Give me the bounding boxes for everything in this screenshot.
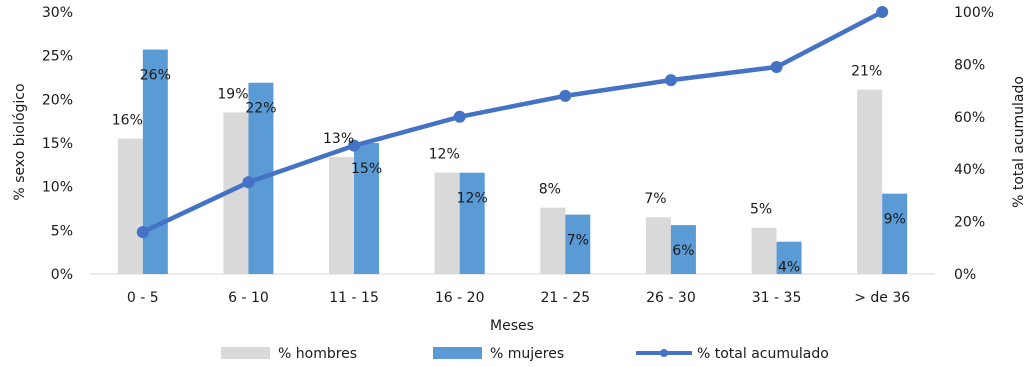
- legend: % hombres % mujeres % total acumulado: [221, 346, 829, 362]
- left-tick-label: 20%: [42, 92, 73, 108]
- x-tick-label: 31 - 35: [752, 290, 802, 306]
- data-label-mujeres: 6%: [672, 243, 694, 259]
- left-axis-ticks: 0% 5% 10% 15% 20% 25% 30%: [42, 5, 73, 283]
- point-acumulado: [770, 61, 783, 74]
- point-acumulado: [876, 6, 889, 18]
- data-label-mujeres: 7%: [567, 233, 589, 249]
- right-tick-label: 0%: [954, 267, 976, 283]
- data-label-mujeres: 9%: [884, 212, 906, 228]
- bar-hombres: [751, 227, 777, 274]
- left-tick-label: 30%: [42, 5, 73, 21]
- bar-mujeres: [565, 214, 591, 274]
- legend-label-hombres: % hombres: [278, 346, 357, 362]
- data-label-mujeres: 22%: [245, 101, 276, 117]
- data-label-hombres: 13%: [323, 131, 354, 147]
- x-tick-label: 26 - 30: [646, 290, 696, 306]
- right-tick-label: 20%: [954, 215, 985, 231]
- right-tick-label: 40%: [954, 162, 985, 178]
- cumulative-line-layer: [136, 6, 889, 239]
- data-label-mujeres: 12%: [457, 191, 488, 207]
- bar-hombres: [645, 217, 671, 274]
- left-tick-label: 0%: [51, 267, 73, 283]
- bar-mujeres: [354, 143, 380, 274]
- right-tick-label: 100%: [954, 5, 994, 21]
- x-tick-label: 6 - 10: [228, 290, 269, 306]
- point-acumulado: [453, 110, 466, 123]
- data-label-mujeres: 4%: [778, 260, 800, 276]
- bar-hombres: [329, 156, 355, 274]
- right-axis-title: % total acumulado: [1011, 76, 1027, 208]
- bar-hombres: [857, 89, 883, 274]
- x-tick-label: 0 - 5: [127, 290, 159, 306]
- right-axis-ticks: 0% 20% 40% 60% 80% 100%: [954, 5, 994, 283]
- bar-hombres: [434, 172, 460, 274]
- bar-mujeres: [670, 225, 696, 274]
- legend-label-mujeres: % mujeres: [490, 346, 564, 362]
- data-label-hombres: 5%: [750, 202, 772, 218]
- x-tick-label: 16 - 20: [435, 290, 485, 306]
- data-label-hombres: 12%: [429, 147, 460, 163]
- legend-swatch-mujeres: [433, 347, 482, 359]
- bar-hombres: [540, 207, 566, 274]
- point-acumulado: [242, 176, 255, 189]
- left-tick-label: 15%: [42, 136, 73, 152]
- data-label-hombres: 7%: [644, 191, 666, 207]
- legend-swatch-hombres: [221, 347, 270, 359]
- left-tick-label: 25%: [42, 49, 73, 65]
- x-tick-label: 21 - 25: [541, 290, 591, 306]
- legend-swatch-acumulado-marker: [660, 349, 668, 357]
- series-line-acumulado: [141, 10, 884, 235]
- right-tick-label: 80%: [954, 57, 985, 73]
- point-acumulado: [136, 226, 149, 239]
- bar-mujeres: [882, 193, 908, 274]
- data-labels-layer: 16% 26% 19%22% 13% 15% 12% 12% 8% 7% 7% 6% 5% 4% 21% 9…: [112, 64, 906, 276]
- left-tick-label: 5%: [51, 223, 73, 239]
- bar-mujeres: [142, 49, 168, 275]
- point-acumulado: [559, 89, 572, 102]
- bar-hombres: [117, 138, 143, 274]
- data-label-mujeres: 15%: [351, 161, 382, 177]
- bar-mujeres: [776, 241, 802, 274]
- right-tick-label: 60%: [954, 110, 985, 126]
- x-axis-ticks: 0 - 5 6 - 10 11 - 15 16 - 20 21 - 25 26 - 30 3…: [127, 290, 910, 306]
- x-tick-label: 11 - 15: [329, 290, 379, 306]
- left-axis-title: % sexo biológico: [12, 83, 28, 200]
- data-label-mujeres: 26%: [140, 68, 171, 84]
- left-tick-label: 10%: [42, 180, 73, 196]
- point-acumulado: [348, 139, 361, 152]
- data-label-hombres: 19%: [217, 86, 248, 102]
- x-axis-title: Meses: [490, 318, 534, 334]
- point-acumulado: [664, 74, 677, 87]
- data-label-hombres: 16%: [112, 113, 143, 129]
- legend-label-acumulado: % total acumulado: [697, 346, 829, 362]
- bars-layer: [117, 49, 908, 275]
- data-label-hombres: 8%: [539, 182, 561, 198]
- bar-mujeres: [459, 172, 485, 274]
- x-tick-label: > de 36: [854, 290, 910, 306]
- data-label-hombres: 21%: [851, 64, 882, 80]
